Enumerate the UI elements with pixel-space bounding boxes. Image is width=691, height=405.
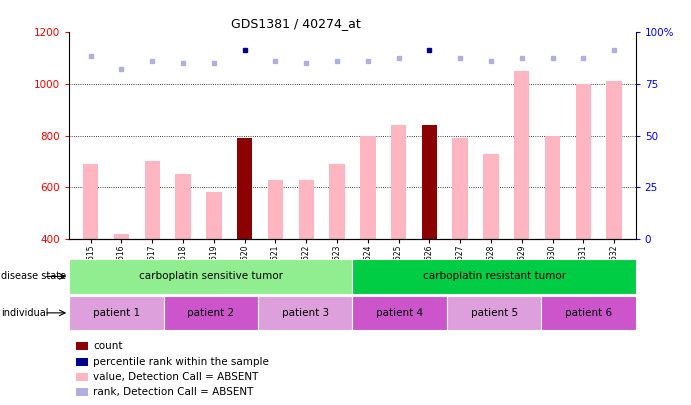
Bar [144, 162, 160, 239]
Text: patient 5: patient 5 [471, 308, 518, 318]
Bar [176, 175, 191, 239]
Bar [422, 126, 437, 239]
Bar [453, 138, 468, 239]
Bar [576, 84, 591, 239]
Bar [447, 296, 541, 330]
Bar [330, 164, 345, 239]
Text: patient 2: patient 2 [187, 308, 234, 318]
Text: carboplatin sensitive tumor: carboplatin sensitive tumor [139, 271, 283, 281]
Bar [545, 136, 560, 239]
Bar [514, 71, 529, 239]
Bar [541, 296, 636, 330]
Text: patient 1: patient 1 [93, 308, 140, 318]
Text: individual: individual [1, 308, 49, 318]
Bar [164, 296, 258, 330]
Text: rank, Detection Call = ABSENT: rank, Detection Call = ABSENT [93, 388, 254, 397]
Bar [237, 138, 252, 239]
Text: percentile rank within the sample: percentile rank within the sample [93, 357, 269, 367]
Bar [69, 259, 352, 294]
Text: carboplatin resistant tumor: carboplatin resistant tumor [422, 271, 566, 281]
Bar [69, 296, 164, 330]
Bar [607, 81, 622, 239]
Bar [206, 192, 222, 239]
Bar [483, 154, 499, 239]
Text: count: count [93, 341, 123, 351]
Bar [352, 296, 447, 330]
Bar [267, 179, 283, 239]
Bar [352, 259, 636, 294]
Text: patient 4: patient 4 [376, 308, 423, 318]
Text: patient 6: patient 6 [565, 308, 612, 318]
Text: patient 3: patient 3 [282, 308, 329, 318]
Bar [114, 234, 129, 239]
Bar [299, 179, 314, 239]
Text: disease state: disease state [1, 271, 66, 281]
Bar [391, 126, 406, 239]
Title: GDS1381 / 40274_at: GDS1381 / 40274_at [231, 17, 361, 30]
Bar [83, 164, 98, 239]
Bar [258, 296, 352, 330]
Text: value, Detection Call = ABSENT: value, Detection Call = ABSENT [93, 372, 258, 382]
Bar [360, 136, 375, 239]
